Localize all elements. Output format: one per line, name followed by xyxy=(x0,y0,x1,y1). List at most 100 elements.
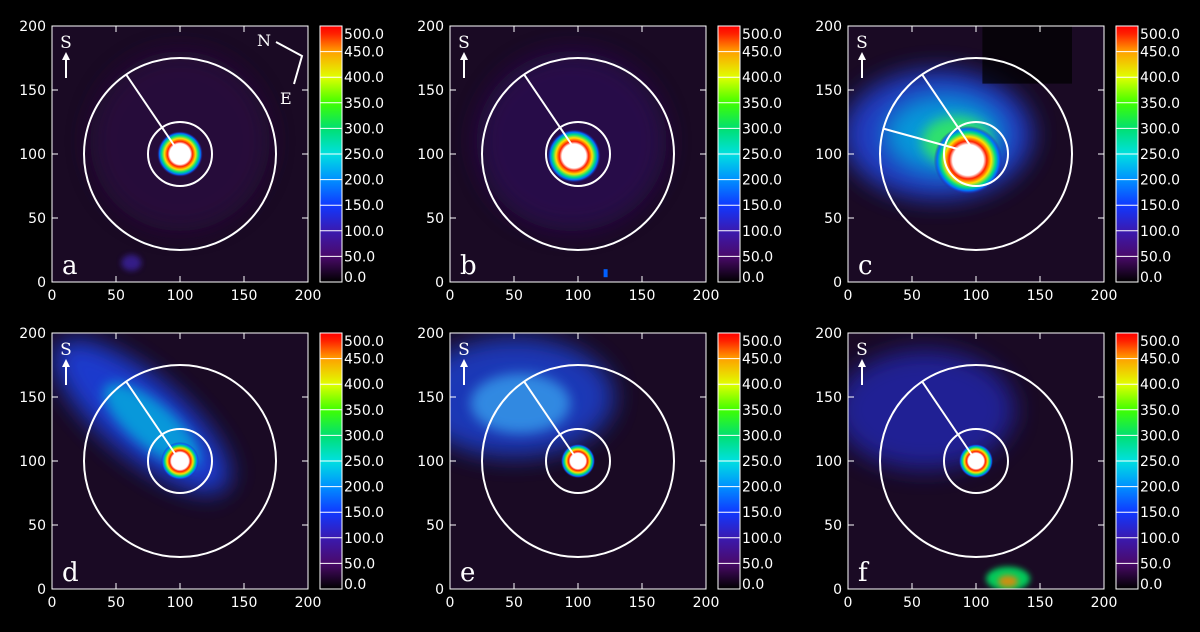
y-tick-label: 150 xyxy=(19,83,46,99)
panel-c: 0 50 100 150 200 0 50 100 150 200 Sc 500.0 450.0 400.… xyxy=(815,19,1180,304)
colorbar: 500.0 450.0 400.0 350.0 300.0 250.0 200.0 150.0… xyxy=(1115,25,1180,286)
x-tick-label: 200 xyxy=(1091,595,1118,611)
colorbar-label: 200.0 xyxy=(344,173,384,189)
x-tick-label: 50 xyxy=(107,595,125,611)
direction-line xyxy=(523,74,579,155)
direction-line xyxy=(921,74,977,155)
y-tick-label: 100 xyxy=(19,147,46,163)
colorbar-label: 450.0 xyxy=(742,352,782,368)
direction-line xyxy=(125,74,181,155)
colorbar-label: 400.0 xyxy=(1140,377,1180,393)
south-arrow: S xyxy=(856,33,868,78)
colorbar-label: 150.0 xyxy=(1140,505,1180,521)
colorbar-label: 150.0 xyxy=(344,505,384,521)
x-tick-label: 150 xyxy=(231,288,258,304)
colorbar-label: 50.0 xyxy=(344,556,375,572)
inner-circle xyxy=(943,428,1009,494)
colorbar-label: 300.0 xyxy=(1140,121,1180,137)
colorbar-label: 100.0 xyxy=(742,531,782,547)
colorbar-label: 0.0 xyxy=(344,577,366,593)
colorbar-label: 200.0 xyxy=(344,480,384,496)
colorbar-label: 500.0 xyxy=(742,334,782,350)
x-tick-label: 0 xyxy=(844,288,853,304)
colorbar-label: 300.0 xyxy=(1140,428,1180,444)
colorbar-label: 250.0 xyxy=(742,454,782,470)
y-tick-label: 150 xyxy=(19,390,46,406)
y-tick-label: 50 xyxy=(28,518,46,534)
y-tick-label: 0 xyxy=(37,582,46,598)
panel-e: 0 50 100 150 200 0 50 100 150 200 Se 500.0 450.0 400.… xyxy=(417,326,782,611)
south-arrow: S xyxy=(60,340,72,385)
y-tick-label: 200 xyxy=(417,19,444,35)
colorbar: 500.0 450.0 400.0 350.0 300.0 250.0 200.0 150.0… xyxy=(717,332,782,593)
colorbar-label: 50.0 xyxy=(742,556,773,572)
y-tick-label: 100 xyxy=(815,147,842,163)
colorbar-label: 350.0 xyxy=(344,96,384,112)
map-image xyxy=(52,333,308,589)
map-image xyxy=(848,26,1104,282)
colorbar-label: 150.0 xyxy=(344,198,384,214)
panel-label: c xyxy=(858,251,873,281)
colorbar-label: 200.0 xyxy=(742,173,782,189)
colorbar-label: 500.0 xyxy=(1140,334,1180,350)
colorbar-label: 50.0 xyxy=(344,249,375,265)
colorbar-label: 450.0 xyxy=(1140,45,1180,61)
colorbar-label: 350.0 xyxy=(1140,403,1180,419)
x-tick-label: 50 xyxy=(505,595,523,611)
x-tick-label: 0 xyxy=(48,288,57,304)
colorbar-label: 100.0 xyxy=(344,531,384,547)
colorbar-label: 200.0 xyxy=(1140,480,1180,496)
colorbar-label: 250.0 xyxy=(344,454,384,470)
colorbar-label: 250.0 xyxy=(1140,147,1180,163)
x-tick-label: 0 xyxy=(446,595,455,611)
colorbar-label: 300.0 xyxy=(344,428,384,444)
south-arrow: S xyxy=(856,340,868,385)
colorbar-label: 100.0 xyxy=(1140,224,1180,240)
outer-circle xyxy=(83,57,277,251)
colorbar-label: 400.0 xyxy=(344,70,384,86)
y-tick-label: 200 xyxy=(815,326,842,342)
map-image xyxy=(52,26,308,282)
colorbar: 500.0 450.0 400.0 350.0 300.0 250.0 200.0 150.0… xyxy=(319,25,384,286)
colorbar-label: 500.0 xyxy=(344,334,384,350)
colorbar-label: 300.0 xyxy=(344,121,384,137)
colorbar-label: 0.0 xyxy=(344,270,366,286)
x-tick-label: 150 xyxy=(629,595,656,611)
y-tick-label: 50 xyxy=(426,211,444,227)
colorbar-label: 0.0 xyxy=(742,270,764,286)
y-tick-label: 50 xyxy=(824,211,842,227)
colorbar-label: 500.0 xyxy=(344,27,384,43)
south-label: S xyxy=(458,33,470,53)
colorbar-label: 250.0 xyxy=(1140,454,1180,470)
south-label: S xyxy=(856,340,868,360)
x-tick-label: 200 xyxy=(295,288,322,304)
south-label: S xyxy=(856,33,868,53)
x-tick-label: 100 xyxy=(167,595,194,611)
south-arrow: S xyxy=(458,340,470,385)
map-image xyxy=(450,333,706,589)
x-tick-label: 50 xyxy=(505,288,523,304)
source-core xyxy=(933,125,1003,195)
colorbar-label: 400.0 xyxy=(742,377,782,393)
colorbar-label: 0.0 xyxy=(742,577,764,593)
y-tick-label: 150 xyxy=(815,83,842,99)
x-tick-label: 100 xyxy=(963,288,990,304)
x-tick-label: 150 xyxy=(231,595,258,611)
y-tick-label: 200 xyxy=(417,326,444,342)
x-tick-label: 0 xyxy=(48,595,57,611)
panel-label: a xyxy=(62,251,78,281)
inner-circle xyxy=(545,121,611,187)
y-tick-label: 200 xyxy=(19,326,46,342)
colorbar: 500.0 450.0 400.0 350.0 300.0 250.0 200.0 150.0… xyxy=(1115,332,1180,593)
colorbar-label: 50.0 xyxy=(742,249,773,265)
y-tick-label: 150 xyxy=(417,390,444,406)
colorbar-label: 150.0 xyxy=(1140,198,1180,214)
y-tick-label: 150 xyxy=(417,83,444,99)
x-tick-label: 50 xyxy=(107,288,125,304)
x-tick-label: 100 xyxy=(565,595,592,611)
y-tick-label: 50 xyxy=(426,518,444,534)
direction-line-2 xyxy=(882,127,977,155)
x-tick-label: 0 xyxy=(446,288,455,304)
y-tick-label: 0 xyxy=(37,275,46,291)
